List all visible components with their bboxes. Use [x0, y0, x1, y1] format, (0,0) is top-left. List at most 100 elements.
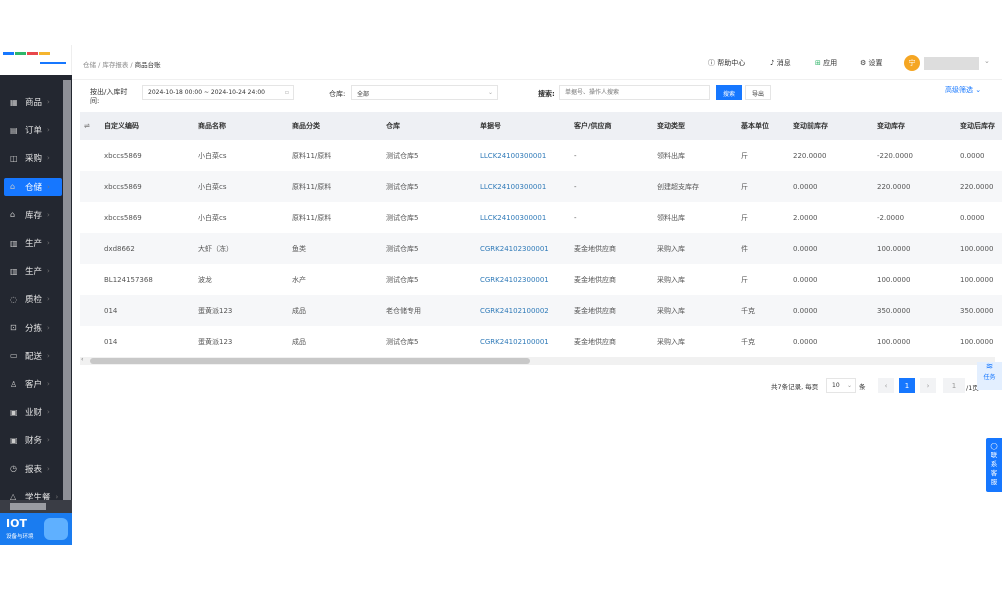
table-row[interactable]: xbccs5869 小白菜cs 原料11/原料 测试仓库5 LLCK2410030000…	[80, 140, 1002, 171]
table-cell: 老仓储专用	[382, 295, 476, 326]
column-settings-icon[interactable]: ⇌	[80, 112, 100, 140]
sidebar-item-11[interactable]: ▣ 业财 ›	[4, 403, 62, 421]
sidebar-scrollbar[interactable]	[63, 80, 71, 500]
settings-link[interactable]: ⚙ 设置	[860, 58, 883, 68]
table-cell: 测试仓库5	[382, 171, 476, 202]
chevron-right-icon: ›	[47, 210, 50, 219]
table-hscrollbar[interactable]: ‹	[80, 356, 995, 365]
iot-banner[interactable]: IOT 设备与环境	[0, 513, 72, 545]
document-number-link[interactable]: LLCK24100300001	[480, 213, 547, 222]
chevron-right-icon: ›	[47, 380, 50, 388]
messages-link[interactable]: ♪ 消息	[770, 58, 791, 68]
sidebar-item-13[interactable]: ◷ 报表 ›	[4, 460, 62, 478]
table-row[interactable]: 014 蛋黄派123 成品 测试仓库5 CGRK24102100001 麦金地供应商 采购入…	[80, 326, 1002, 357]
pagination-total: 共7条记录, 每页	[771, 383, 819, 391]
sidebar-item-9[interactable]: ▭ 配送 ›	[4, 347, 62, 365]
document-number-link[interactable]: LLCK24100300001	[480, 151, 547, 160]
sidebar: ▦ 商品 › ▤ 订单 › ◫ 采购 › ⌂ 仓储 › ⌂ 库存 › ▥ 生产 › ▥ 生产 › ◌ 质检 › ⊡ 分拣 › ▭ 配送 ›…	[0, 75, 72, 515]
export-button[interactable]: 导出	[745, 85, 772, 100]
chevron-right-icon: ›	[47, 98, 50, 106]
table-row[interactable]: xbccs5869 小白菜cs 原料11/原料 测试仓库5 LLCK2410030000…	[80, 171, 1002, 202]
table-cell: 千克	[737, 295, 789, 326]
user-name-blurred	[924, 57, 979, 70]
chevron-down-icon[interactable]: ⌄	[984, 57, 990, 65]
sidebar-item-1[interactable]: ▤ 订单 ›	[4, 121, 62, 139]
sidebar-item-label: 仓储	[25, 182, 43, 193]
page-jump-input[interactable]: 1	[943, 378, 965, 393]
search-button[interactable]: 搜索	[716, 85, 743, 100]
apps-label: 应用	[823, 59, 838, 67]
table-cell: xbccs5869	[100, 171, 194, 202]
chevron-right-icon: ›	[47, 126, 50, 135]
sidebar-item-14[interactable]: △ 学生餐 ›	[4, 488, 62, 506]
sidebar-item-3[interactable]: ⌂ 仓储 ›	[4, 177, 62, 196]
table-cell: 成品	[292, 337, 306, 346]
table-cell: 波龙	[198, 275, 212, 284]
breadcrumb-item[interactable]: 仓储	[83, 61, 96, 69]
table-row[interactable]: BL124157368 波龙 水产 测试仓库5 CGRK24102300001 麦金地供应…	[80, 264, 1002, 295]
apps-link[interactable]: ⊞ 应用	[815, 58, 837, 68]
table-cell: 采购入库	[653, 295, 737, 326]
column-header: 变动类型	[653, 112, 737, 140]
date-range-input[interactable]: 2024-10-18 00:00 ~ 2024-10-24 24:00 ▫	[142, 85, 294, 100]
page-size-select[interactable]: 10 ⌄	[826, 378, 856, 393]
table-row[interactable]: xbccs5869 小白菜cs 原料11/原料 测试仓库5 LLCK2410030000…	[80, 202, 1002, 233]
time-label: 按出/入库时间:	[90, 88, 128, 105]
advanced-filter-toggle[interactable]: 高级筛选 ⌄	[945, 85, 981, 95]
warehouse-icon: ⌂	[10, 182, 16, 192]
date-range-value: 2024-10-18 00:00 ~ 2024-10-24 24:00	[148, 89, 265, 96]
sidebar-item-6[interactable]: ▥ 生产 ›	[4, 262, 62, 280]
column-header: 变动后库存	[956, 112, 1002, 140]
sidebar-item-12[interactable]: ▣ 财务 ›	[4, 431, 62, 449]
document-number-link[interactable]: CGRK24102300001	[480, 275, 549, 284]
table-cell: 测试仓库5	[382, 233, 476, 264]
breadcrumb: 仓储 / 库存报表 / 商品台账	[83, 61, 161, 69]
sidebar-item-5[interactable]: ▥ 生产 ›	[4, 234, 62, 252]
sidebar-item-label: 配送	[25, 351, 43, 362]
table-cell: 采购入库	[653, 233, 737, 264]
warehouse-select[interactable]: 全部 ⌄	[351, 85, 498, 100]
document-number-link[interactable]: CGRK24102300001	[476, 233, 570, 264]
shield-icon: ◌	[10, 294, 17, 304]
column-header: 变动库存	[873, 112, 956, 140]
chart-icon: ▣	[10, 407, 18, 417]
breadcrumb-item[interactable]: 库存报表	[102, 61, 129, 69]
table-row[interactable]: 014 蛋黄派123 成品 老仓储专用 CGRK24102100002 麦金地供应商 采购入…	[80, 295, 1002, 326]
clock-icon: ◷	[10, 464, 17, 474]
table-cell: 成品	[288, 295, 382, 326]
page-size-unit: 条	[859, 383, 866, 391]
customer-service-button[interactable]: ◯ 联系客服	[986, 438, 1002, 492]
sidebar-item-0[interactable]: ▦ 商品 ›	[4, 93, 62, 111]
table-cell: 2.0000	[793, 213, 818, 222]
table-cell: 小白菜cs	[198, 151, 227, 160]
table-cell: xbccs5869	[104, 151, 142, 160]
avatar[interactable]: 宁	[904, 55, 920, 71]
task-label: 任务	[983, 374, 996, 381]
table-cell: 原料11/原料	[292, 151, 332, 160]
table-cell: 千克	[741, 337, 755, 346]
document-number-link[interactable]: LLCK24100300001	[476, 171, 570, 202]
table-cell: 0.0000	[789, 171, 873, 202]
table-cell: 测试仓库5	[386, 275, 419, 284]
search-input[interactable]	[559, 85, 710, 100]
sidebar-item-7[interactable]: ◌ 质检 ›	[4, 290, 62, 308]
sidebar-item-label: 采购	[25, 154, 43, 165]
chevron-right-icon: ›	[47, 323, 50, 332]
document-number-link[interactable]: CGRK24102100002	[476, 295, 570, 326]
task-button[interactable]: ≋ 任务	[977, 362, 1002, 390]
next-page-button[interactable]: ›	[920, 378, 936, 393]
sidebar-item-10[interactable]: ♙ 客户 ›	[4, 375, 62, 393]
table-row[interactable]: dxd8662 大虾（冻） 鱼类 测试仓库5 CGRK24102300001 麦金地供应商…	[80, 233, 1002, 264]
sidebar-item-2[interactable]: ◫ 采购 ›	[4, 149, 62, 167]
document-number-link[interactable]: CGRK24102100001	[480, 337, 549, 346]
row-spacer	[80, 264, 100, 295]
chevron-right-icon: ›	[55, 492, 59, 501]
sidebar-item-8[interactable]: ⊡ 分拣 ›	[4, 319, 62, 337]
help-center-link[interactable]: ⓘ 帮助中心	[708, 58, 745, 68]
page-1-button[interactable]: 1	[899, 378, 915, 393]
sidebar-hscrollbar[interactable]	[0, 500, 72, 513]
prev-page-button[interactable]: ‹	[878, 378, 894, 393]
sidebar-item-4[interactable]: ⌂ 库存 ›	[4, 206, 62, 224]
chevron-right-icon: ›	[47, 182, 50, 191]
table-cell: 领料出库	[657, 151, 685, 160]
